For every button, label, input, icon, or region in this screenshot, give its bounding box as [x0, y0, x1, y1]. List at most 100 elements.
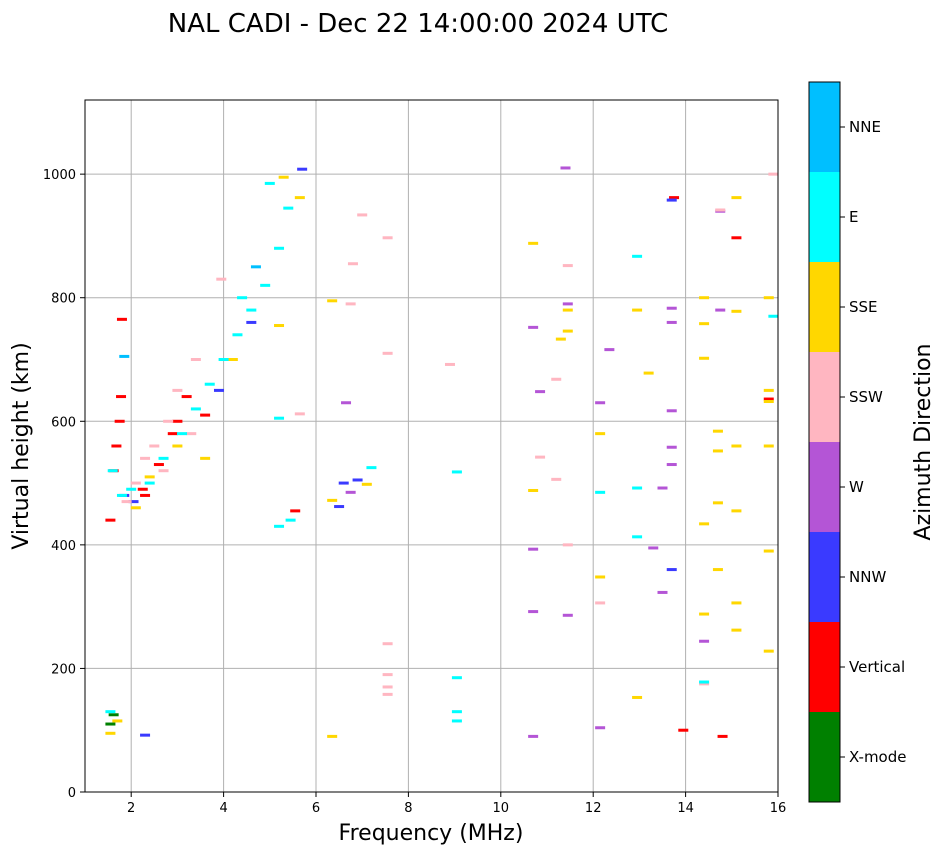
data-point-vertical: [181, 395, 192, 399]
x-tick-label: 14: [677, 801, 694, 816]
colorbar-tick-label: NNW: [849, 568, 886, 586]
data-point-ssw: [595, 601, 606, 605]
data-point-sse: [699, 356, 710, 360]
plot-frame: [84, 99, 779, 793]
data-point-w: [666, 306, 677, 310]
colorbar-tick-label: SSW: [849, 388, 883, 406]
data-point-e: [218, 358, 229, 361]
data-point-ssw: [149, 444, 160, 448]
data-point-sse: [699, 522, 710, 526]
data-point-w: [666, 445, 677, 449]
data-point-sse: [699, 296, 710, 300]
data-point-sse: [731, 309, 742, 313]
data-point-e: [190, 407, 201, 411]
data-point-w: [528, 610, 539, 614]
data-point-e: [768, 314, 779, 318]
data-point-ssw: [768, 172, 779, 176]
colorbar-tick-label: X-mode: [849, 748, 906, 766]
data-point-nnw: [297, 167, 308, 171]
data-point-e: [274, 524, 285, 528]
colorbar-swatch-ssw: [809, 352, 840, 442]
colorbar-label: Azimuth Direction: [911, 343, 936, 540]
data-point-sse: [731, 196, 742, 200]
data-point-nne: [250, 265, 261, 269]
y-tick-label: 200: [51, 662, 76, 677]
data-point-sse: [699, 322, 710, 326]
data-point-ssw: [158, 469, 169, 473]
data-point-w: [528, 734, 539, 738]
data-point-sse: [327, 734, 338, 738]
data-point-sse: [731, 628, 742, 632]
data-point-e: [632, 254, 643, 258]
data-point-sse: [528, 488, 539, 492]
data-point-vertical: [172, 419, 183, 423]
data-point-sse: [172, 444, 183, 448]
data-point-ssw: [699, 682, 710, 686]
data-point-e: [283, 206, 294, 210]
x-tick-label: 12: [585, 801, 602, 816]
data-point-nnw: [338, 481, 349, 485]
data-point-w: [595, 401, 606, 405]
data-point-e: [451, 710, 462, 714]
data-point-ssw: [294, 412, 305, 416]
data-point-sse: [763, 400, 774, 404]
y-tick-label: 800: [51, 292, 76, 307]
data-point-e: [126, 487, 137, 491]
data-point-ssw: [382, 642, 393, 646]
colorbar-swatch-sse: [809, 262, 840, 352]
data-point-ssw: [562, 264, 573, 268]
colorbar-swatch-w: [809, 442, 840, 532]
data-point-sse: [731, 509, 742, 513]
data-point-w: [595, 726, 606, 730]
data-point-w: [666, 409, 677, 413]
colorbar-frame: [808, 81, 841, 803]
data-point-w: [528, 547, 539, 551]
y-axis-ticks: 0 200 400 600 800 1000: [43, 168, 85, 801]
data-point-sse: [731, 444, 742, 448]
data-point-ssw: [382, 692, 393, 696]
y-tick-label: 0: [68, 786, 76, 801]
data-point-ssw: [163, 419, 174, 423]
data-point-sse: [562, 308, 573, 312]
data-point-e: [274, 246, 285, 250]
data-point-e: [116, 493, 127, 497]
data-point-e: [246, 308, 257, 312]
data-point-vertical: [111, 444, 122, 448]
y-tick-label: 400: [51, 539, 76, 554]
colorbar-swatch-vertical: [809, 622, 840, 712]
x-tick-label: 10: [493, 801, 510, 816]
data-point-sse: [699, 612, 710, 616]
data-point-w: [657, 486, 668, 490]
data-point-vertical: [167, 432, 178, 436]
data-point-e: [595, 490, 606, 494]
data-point-w: [715, 308, 726, 312]
data-point-e: [366, 466, 377, 470]
data-point-vertical: [669, 196, 680, 200]
data-point-ssw: [216, 277, 227, 281]
data-point-w: [345, 490, 356, 494]
chart-title: NAL CADI - Dec 22 14:00:00 2024 UTC: [168, 9, 668, 39]
data-point-vertical: [116, 317, 127, 321]
data-point-vertical: [140, 493, 151, 497]
data-point-sse: [712, 501, 723, 505]
data-point-sse: [595, 575, 606, 579]
data-point-nnw: [246, 320, 257, 324]
colorbar: X-mode Vertical NNW W SSW SSE E NNE: [808, 81, 906, 803]
data-point-e: [232, 333, 243, 337]
data-point-sse: [274, 324, 285, 328]
data-point-sse: [763, 549, 774, 553]
data-point-vertical: [731, 236, 742, 240]
data-point-ssw: [190, 358, 201, 361]
data-point-e: [144, 481, 155, 485]
y-axis-label: Virtual height (km): [9, 342, 34, 549]
data-point-w: [562, 613, 573, 617]
colorbar-tick-label: W: [849, 478, 864, 496]
data-point-sse: [327, 498, 338, 502]
data-point-sse: [361, 482, 372, 486]
data-point-sse: [130, 506, 141, 510]
data-point-sse: [632, 695, 643, 699]
y-tick-label: 1000: [43, 168, 76, 183]
data-point-e: [158, 456, 169, 460]
data-point-e: [285, 518, 296, 522]
data-point-vertical: [137, 487, 148, 491]
